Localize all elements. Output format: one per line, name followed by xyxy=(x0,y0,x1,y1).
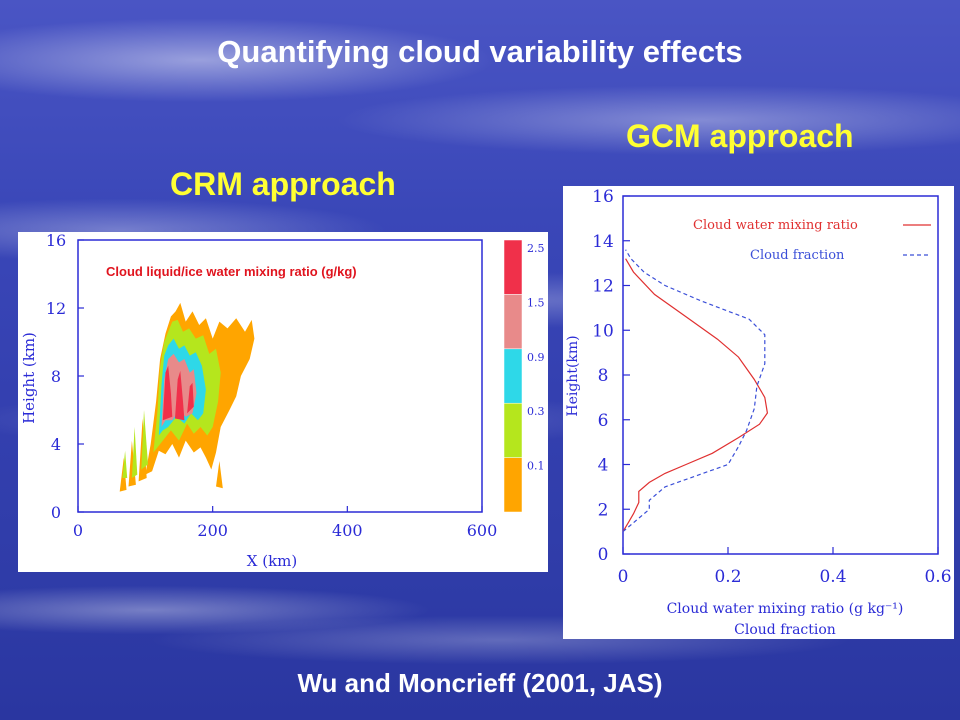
colorbar-swatch xyxy=(503,457,523,513)
citation-footer: Wu and Moncrieff (2001, JAS) xyxy=(297,668,663,698)
legend-label-cloud-water: Cloud water mixing ratio xyxy=(693,218,858,233)
gcm-chart-panel: 0 0.2 0.4 0.6 0 2 4 6 8 10 12 14 16 Cloud water mixi… xyxy=(563,186,954,639)
crm-contour-region xyxy=(131,427,138,478)
crm-x-axis-label: X (km) xyxy=(247,552,297,570)
colorbar-label: 0.3 xyxy=(527,405,545,418)
colorbar-swatch xyxy=(503,402,523,458)
crm-y-tick-label: 8 xyxy=(51,367,61,386)
gcm-x-tick-label: 0.6 xyxy=(924,567,951,587)
gcm-y-tick-label: 12 xyxy=(592,277,614,297)
crm-y-tick-label: 4 xyxy=(51,435,61,454)
crm-contour-region xyxy=(122,450,128,478)
gcm-x-tick-label: 0.2 xyxy=(714,567,741,587)
crm-x-tick-label: 400 xyxy=(332,521,363,540)
crm-approach-heading: CRM approach xyxy=(170,166,396,202)
crm-y-tick-label: 12 xyxy=(46,299,66,318)
crm-x-tick-label: 0 xyxy=(73,521,83,540)
crm-x-tick-label: 200 xyxy=(197,521,228,540)
cloud-water-mixing-ratio-line xyxy=(622,258,769,532)
crm-chart: 0 200 400 600 0 4 8 12 16 0.1 0.3 0.9 1.5 2.5 X (km)… xyxy=(20,232,545,570)
crm-chart-title: Cloud liquid/ice water mixing ratio (g/k… xyxy=(106,264,357,279)
crm-contour-region xyxy=(141,410,148,470)
slide-title: Quantifying cloud variability effects xyxy=(217,34,743,69)
colorbar-swatch xyxy=(503,294,523,350)
crm-chart-panel: 0 200 400 600 0 4 8 12 16 0.1 0.3 0.9 1.5 2.5 X (km)… xyxy=(18,232,548,572)
crm-y-tick-label: 0 xyxy=(51,503,61,522)
crm-plot-frame xyxy=(77,239,483,513)
gcm-x-tick-label: 0.4 xyxy=(819,567,846,587)
crm-contour-region xyxy=(187,382,194,414)
colorbar-label: 1.5 xyxy=(527,296,545,309)
gcm-y-tick-label: 2 xyxy=(598,500,609,520)
colorbar-label: 2.5 xyxy=(527,242,545,255)
crm-x-tick-label: 600 xyxy=(467,521,498,540)
crm-contour-region xyxy=(216,461,223,489)
gcm-x-axis-label: Cloud water mixing ratio (g kg⁻¹) xyxy=(667,601,904,617)
cloud-fraction-line xyxy=(622,249,766,533)
gcm-y-tick-label: 8 xyxy=(598,366,609,386)
legend-label-cloud-fraction: Cloud fraction xyxy=(750,248,845,263)
gcm-chart: 0 0.2 0.4 0.6 0 2 4 6 8 10 12 14 16 Cloud water mixi… xyxy=(565,187,952,638)
colorbar-label: 0.1 xyxy=(527,460,545,473)
crm-y-axis-label: Height (km) xyxy=(20,332,38,424)
gcm-y-axis-label: Height(km) xyxy=(565,335,581,416)
gcm-y-tick-label: 14 xyxy=(592,232,614,252)
gcm-y-tick-label: 6 xyxy=(598,411,609,431)
crm-y-tick-label: 16 xyxy=(46,232,66,250)
colorbar-label: 0.9 xyxy=(527,351,545,364)
colorbar-swatch xyxy=(503,239,523,295)
gcm-x-axis-label-2: Cloud fraction xyxy=(734,622,836,638)
crm-contour-region xyxy=(175,370,185,421)
gcm-y-tick-label: 4 xyxy=(598,456,609,476)
gcm-x-tick-label: 0 xyxy=(618,567,629,587)
gcm-y-tick-label: 16 xyxy=(592,187,614,207)
gcm-y-tick-label: 10 xyxy=(592,321,614,341)
gcm-y-tick-label: 0 xyxy=(598,545,609,565)
crm-contour-region xyxy=(162,365,173,421)
gcm-approach-heading: GCM approach xyxy=(626,118,854,154)
colorbar-swatch xyxy=(503,348,523,404)
